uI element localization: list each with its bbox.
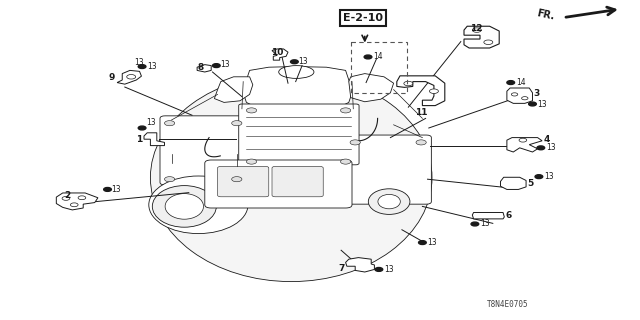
Circle shape bbox=[350, 140, 360, 145]
Circle shape bbox=[246, 108, 257, 113]
Circle shape bbox=[164, 121, 175, 126]
Text: 13: 13 bbox=[134, 58, 144, 67]
Text: 13: 13 bbox=[480, 220, 490, 228]
Ellipse shape bbox=[378, 195, 401, 209]
Polygon shape bbox=[464, 26, 499, 48]
Text: 13: 13 bbox=[384, 265, 394, 274]
FancyBboxPatch shape bbox=[218, 166, 269, 197]
Text: 13: 13 bbox=[147, 62, 157, 71]
Polygon shape bbox=[214, 77, 253, 102]
Text: 13: 13 bbox=[428, 238, 437, 247]
Circle shape bbox=[246, 159, 257, 164]
Ellipse shape bbox=[369, 189, 410, 214]
Circle shape bbox=[472, 28, 481, 32]
Text: 14: 14 bbox=[373, 52, 383, 61]
Circle shape bbox=[127, 75, 136, 79]
Text: T8N4E0705: T8N4E0705 bbox=[486, 300, 528, 309]
Text: 13: 13 bbox=[538, 100, 547, 108]
Circle shape bbox=[138, 126, 146, 130]
Text: 14: 14 bbox=[516, 78, 525, 87]
FancyBboxPatch shape bbox=[160, 116, 246, 185]
Ellipse shape bbox=[165, 194, 204, 219]
Text: 2: 2 bbox=[64, 191, 70, 200]
Circle shape bbox=[62, 196, 70, 200]
Text: 13: 13 bbox=[220, 60, 230, 69]
FancyBboxPatch shape bbox=[239, 104, 359, 165]
Circle shape bbox=[78, 196, 86, 200]
Circle shape bbox=[522, 97, 528, 100]
Circle shape bbox=[537, 146, 545, 150]
Text: 13: 13 bbox=[111, 185, 121, 194]
Circle shape bbox=[364, 55, 372, 59]
Polygon shape bbox=[346, 258, 374, 272]
Circle shape bbox=[535, 175, 543, 179]
Polygon shape bbox=[272, 49, 288, 60]
Circle shape bbox=[416, 140, 426, 145]
Polygon shape bbox=[500, 177, 526, 189]
FancyBboxPatch shape bbox=[272, 166, 323, 197]
Text: 13: 13 bbox=[544, 172, 554, 181]
Text: 13: 13 bbox=[546, 143, 556, 152]
Circle shape bbox=[232, 177, 242, 182]
Text: 5: 5 bbox=[527, 179, 534, 188]
Circle shape bbox=[138, 65, 146, 68]
Circle shape bbox=[404, 81, 413, 86]
Polygon shape bbox=[117, 70, 141, 84]
Circle shape bbox=[291, 60, 298, 64]
Circle shape bbox=[340, 159, 351, 164]
Polygon shape bbox=[144, 133, 164, 146]
Polygon shape bbox=[397, 76, 445, 106]
Text: 6: 6 bbox=[506, 211, 512, 220]
Text: FR.: FR. bbox=[536, 9, 556, 22]
Circle shape bbox=[471, 222, 479, 226]
Circle shape bbox=[232, 121, 242, 126]
Text: 10: 10 bbox=[271, 48, 283, 57]
Text: 1: 1 bbox=[136, 135, 142, 144]
Circle shape bbox=[340, 108, 351, 113]
Text: 11: 11 bbox=[415, 108, 428, 117]
Polygon shape bbox=[472, 212, 504, 219]
Circle shape bbox=[70, 203, 78, 207]
Circle shape bbox=[529, 102, 536, 106]
FancyBboxPatch shape bbox=[205, 160, 352, 208]
Circle shape bbox=[511, 93, 518, 96]
Circle shape bbox=[519, 138, 527, 142]
Text: 12: 12 bbox=[470, 24, 483, 33]
Polygon shape bbox=[507, 88, 532, 103]
Circle shape bbox=[429, 89, 438, 93]
Circle shape bbox=[419, 241, 426, 244]
Text: 7: 7 bbox=[338, 264, 344, 273]
FancyBboxPatch shape bbox=[346, 135, 431, 204]
Ellipse shape bbox=[279, 66, 314, 78]
Ellipse shape bbox=[150, 74, 432, 282]
Polygon shape bbox=[349, 74, 394, 102]
Polygon shape bbox=[507, 138, 542, 152]
Text: 3: 3 bbox=[534, 89, 540, 98]
Polygon shape bbox=[56, 193, 98, 210]
Polygon shape bbox=[197, 65, 211, 72]
Circle shape bbox=[484, 40, 493, 44]
Circle shape bbox=[375, 268, 383, 271]
Circle shape bbox=[507, 81, 515, 84]
Circle shape bbox=[164, 177, 175, 182]
Text: 9: 9 bbox=[108, 73, 115, 82]
Text: 4: 4 bbox=[543, 135, 550, 144]
Text: E-2-10: E-2-10 bbox=[343, 13, 383, 23]
Ellipse shape bbox=[149, 176, 248, 234]
Circle shape bbox=[212, 64, 220, 68]
Text: 13: 13 bbox=[146, 118, 156, 127]
Text: 13: 13 bbox=[298, 57, 308, 66]
Circle shape bbox=[104, 188, 111, 191]
Polygon shape bbox=[243, 67, 352, 107]
Bar bbox=[351, 42, 407, 93]
Ellipse shape bbox=[152, 186, 216, 227]
Text: 8: 8 bbox=[197, 63, 204, 72]
